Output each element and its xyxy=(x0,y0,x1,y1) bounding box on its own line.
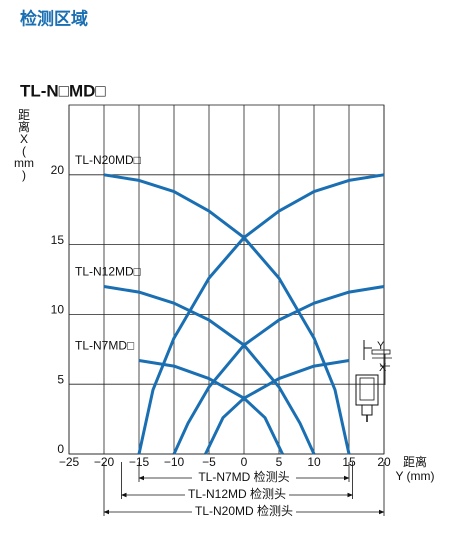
curve xyxy=(138,359,284,455)
series-label: TL-N12MD□ xyxy=(75,265,141,279)
range-label: TL-N12MD 检测头 xyxy=(188,486,286,501)
x-tick-label: −25 xyxy=(59,455,80,469)
x-axis-label: 距离 xyxy=(403,454,427,469)
range-label: TL-N20MD 检测头 xyxy=(195,503,293,518)
y-axis-label: 离 xyxy=(18,119,30,134)
page-title: 检测区域 xyxy=(20,8,88,28)
inset-x-label: X xyxy=(379,362,387,374)
curve xyxy=(103,285,316,455)
curve xyxy=(204,359,350,455)
inset-icon: Y X xyxy=(355,340,392,422)
series-label: TL-N20MD□ xyxy=(75,153,141,167)
curve xyxy=(172,285,385,455)
y-tick-label: 10 xyxy=(51,303,65,317)
x-axis-label: Y (mm) xyxy=(395,469,434,483)
y-axis-label: 距 xyxy=(18,108,30,122)
x-tick-label: 0 xyxy=(241,455,248,469)
range-label-bg xyxy=(185,488,289,502)
x-tick-label: 5 xyxy=(276,455,283,469)
inset-y-label: Y xyxy=(377,340,385,352)
y-tick-label: 15 xyxy=(51,233,65,247)
y-tick-label: 20 xyxy=(51,163,65,177)
range-label-bg xyxy=(192,505,296,519)
y-tick-label: 0 xyxy=(57,442,64,456)
range-label: TL-N7MD 检测头 xyxy=(198,469,289,484)
y-axis-label: ) xyxy=(22,168,26,182)
x-tick-label: 10 xyxy=(307,455,321,469)
x-tick-label: −5 xyxy=(202,455,216,469)
y-tick-label: 5 xyxy=(57,372,64,386)
y-axis-label: mm xyxy=(14,156,34,170)
series-label: TL-N7MD□ xyxy=(75,339,134,353)
chart-title: TL-N□MD□ xyxy=(20,81,106,100)
x-tick-label: −10 xyxy=(164,455,185,469)
y-axis-label: X xyxy=(20,132,28,146)
curve xyxy=(137,173,385,455)
y-axis-label: ( xyxy=(22,144,26,158)
range-label-bg xyxy=(192,471,296,485)
